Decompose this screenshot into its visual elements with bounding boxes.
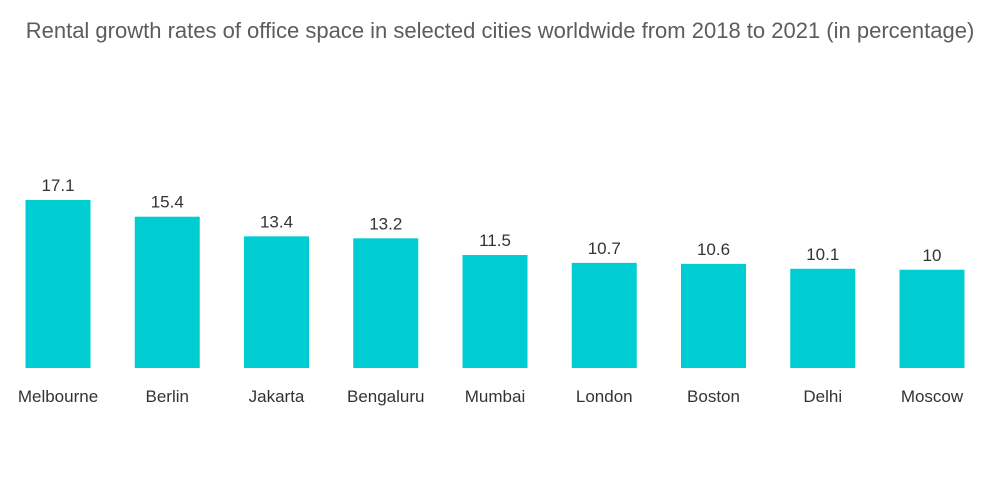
bar-bengaluru — [353, 238, 419, 368]
data-label-boston: 10.6 — [697, 240, 730, 259]
data-label-bengaluru: 13.2 — [369, 214, 402, 233]
x-tick-label-bengaluru: Bengaluru — [347, 387, 425, 406]
chart-title: Rental growth rates of office space in s… — [25, 18, 975, 43]
x-tick-label-mumbai: Mumbai — [465, 387, 525, 406]
bar-moscow — [899, 269, 965, 368]
bar-boston — [681, 263, 746, 368]
data-label-london: 10.7 — [588, 239, 621, 258]
x-tick-label-delhi: Delhi — [803, 387, 842, 406]
bar-jakarta — [244, 236, 309, 368]
data-label-mumbai: 11.5 — [479, 231, 511, 250]
x-tick-label-berlin: Berlin — [146, 387, 189, 406]
data-label-berlin: 15.4 — [151, 193, 184, 212]
x-tick-label-london: London — [576, 387, 633, 406]
data-label-moscow: 10 — [923, 246, 942, 265]
x-tick-label-melbourne: Melbourne — [18, 387, 98, 406]
bar-mumbai — [462, 255, 528, 368]
data-label-melbourne: 17.1 — [41, 176, 74, 195]
x-tick-label-jakarta: Jakarta — [249, 387, 305, 406]
x-tick-label-boston: Boston — [687, 387, 740, 406]
data-label-delhi: 10.1 — [806, 245, 839, 264]
bar-melbourne — [25, 200, 91, 368]
bar-london — [571, 262, 637, 368]
x-tick-label-moscow: Moscow — [901, 387, 964, 406]
bar-berlin — [134, 216, 200, 368]
data-label-jakarta: 13.4 — [260, 212, 293, 231]
bar-delhi — [790, 268, 856, 368]
